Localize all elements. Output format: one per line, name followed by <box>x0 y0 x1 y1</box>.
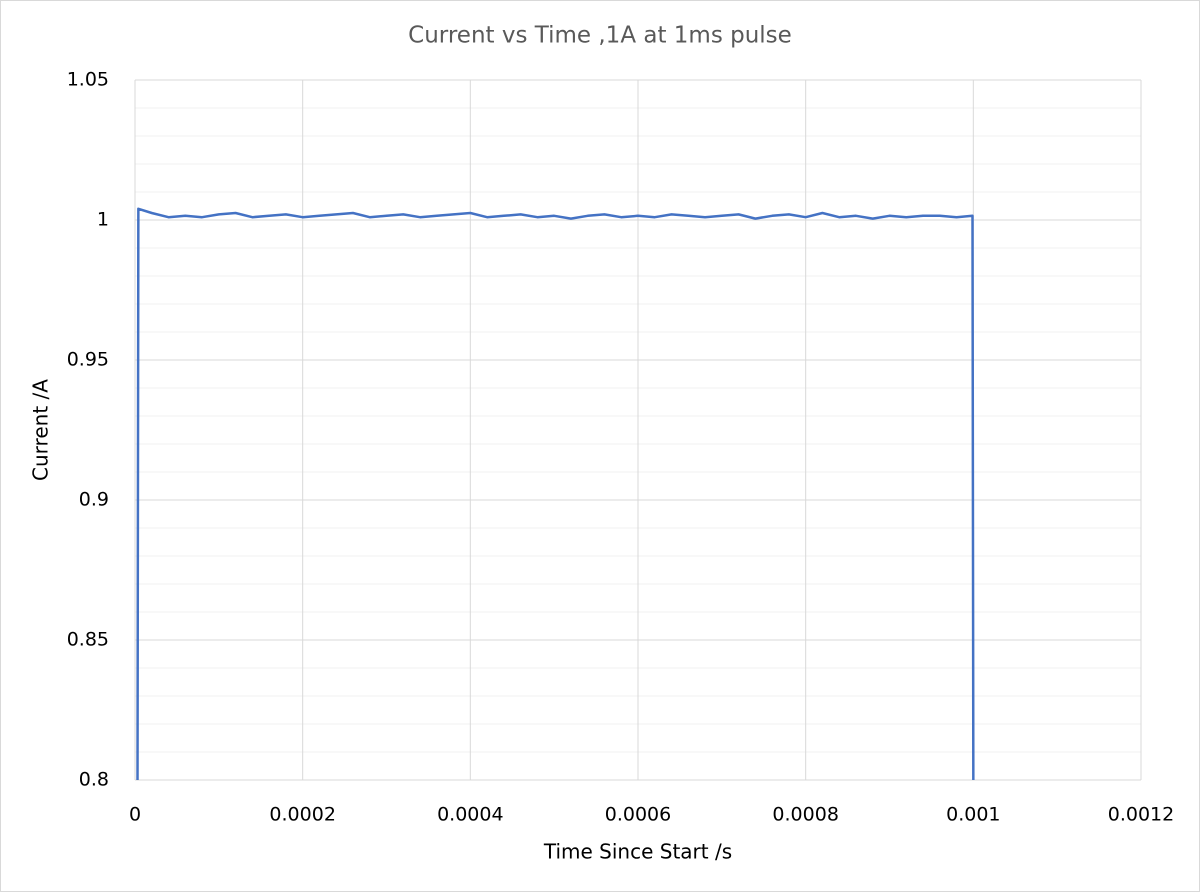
chart-title: Current vs Time ,1A at 1ms pulse <box>408 23 792 49</box>
y-tick-label: 0.85 <box>67 629 109 651</box>
x-tick-label: 0.0004 <box>437 804 503 826</box>
y-tick-label: 0.8 <box>79 769 109 791</box>
x-axis-title: Time Since Start /s <box>543 840 732 864</box>
y-tick-label: 1.05 <box>67 69 109 91</box>
y-tick-label: 0.9 <box>79 489 109 511</box>
y-tick-label: 1 <box>97 209 109 231</box>
x-tick-label: 0.0012 <box>1108 804 1174 826</box>
x-tick-label: 0.0006 <box>605 804 671 826</box>
x-tick-label: 0.0008 <box>772 804 838 826</box>
y-tick-label: 0.95 <box>67 349 109 371</box>
x-tick-label: 0.0002 <box>269 804 335 826</box>
data-line <box>136 207 975 781</box>
x-tick-label: 0.001 <box>946 804 1000 826</box>
y-axis-title: Current /A <box>29 379 53 481</box>
x-tick-label: 0 <box>129 804 141 826</box>
